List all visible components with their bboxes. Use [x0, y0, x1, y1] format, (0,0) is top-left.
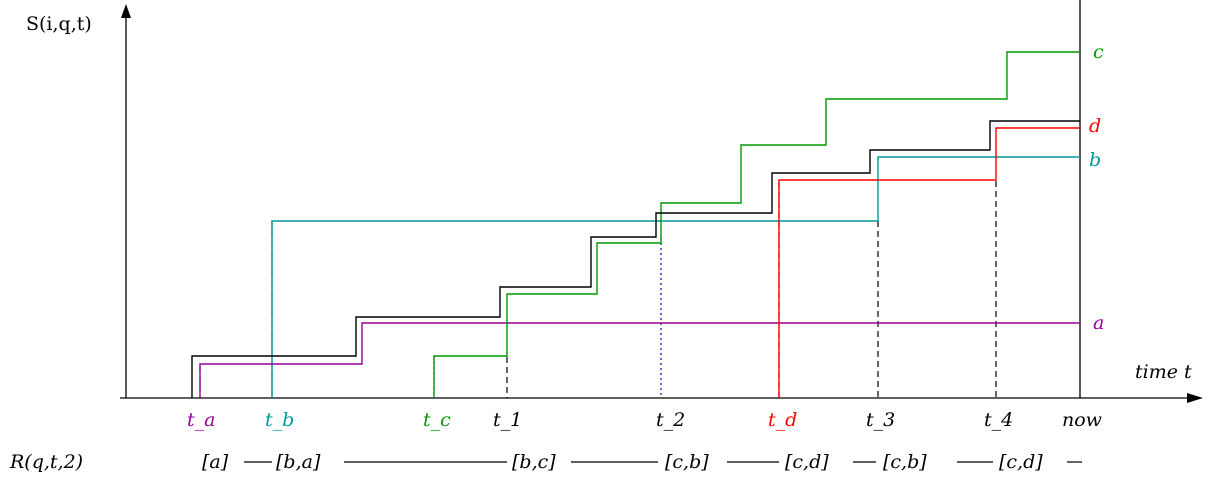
row-segment: [c,b] [665, 451, 709, 473]
tick-t-3: t_3 [866, 409, 895, 431]
tick-t-1: t_1 [493, 409, 522, 431]
series-d-label: d [1089, 115, 1101, 137]
tick-now: now [1062, 409, 1102, 431]
y-axis-label: S(i,q,t) [26, 13, 92, 35]
row-segment: [c,d] [999, 451, 1043, 473]
tick-t-c: t_c [423, 409, 451, 431]
y-axis-arrow-icon [121, 4, 131, 18]
row-segment: [b,a] [276, 451, 321, 473]
row-segment: [c,b] [883, 451, 927, 473]
series-c-label: c [1093, 41, 1104, 63]
row-label: R(q,t,2) [9, 451, 83, 473]
series-a-line [199, 322, 1080, 398]
tick-t-a: t_a [187, 409, 215, 431]
tick-t-b: t_b [265, 409, 294, 431]
guide-lines [199, 181, 997, 398]
row-segment: [b,c] [512, 451, 556, 473]
series-c-line [433, 51, 1080, 398]
x-axis-label: time t [1135, 361, 1192, 383]
series-b-line [271, 156, 1080, 398]
row-segment: [a] [202, 451, 229, 473]
series-d-line [778, 127, 1080, 398]
series-b-label: b [1089, 149, 1101, 171]
series-a-label: a [1093, 312, 1104, 334]
tick-t-2: t_2 [656, 409, 685, 431]
tick-t-d: t_d [768, 409, 797, 431]
row-segment: [c,d] [785, 451, 829, 473]
x-axis-arrow-icon [1187, 393, 1203, 403]
tick-t-4: t_4 [984, 409, 1013, 431]
top-envelope-line [191, 120, 1080, 398]
